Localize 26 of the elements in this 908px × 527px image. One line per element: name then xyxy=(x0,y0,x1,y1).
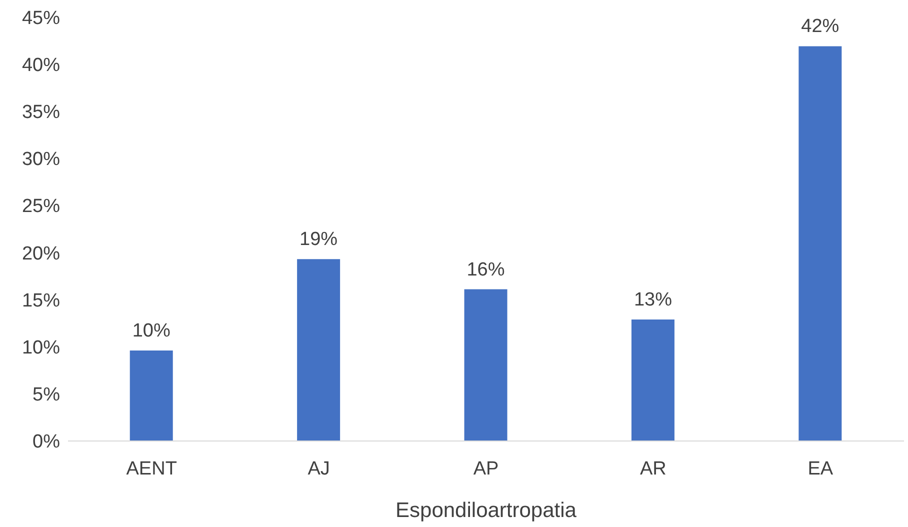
y-tick-label: 5% xyxy=(32,384,60,406)
data-label: 42% xyxy=(801,16,840,38)
data-label: 16% xyxy=(466,259,505,280)
y-tick-label: 35% xyxy=(22,102,60,123)
x-tick-label: EA xyxy=(808,458,834,480)
bar xyxy=(798,46,842,441)
bar xyxy=(297,259,340,441)
y-tick-label: 15% xyxy=(22,290,60,312)
y-tick-label: 10% xyxy=(22,338,60,359)
bar xyxy=(631,319,674,441)
bar xyxy=(464,289,508,441)
x-tick-label: AR xyxy=(640,458,666,480)
x-tick-label: AENT xyxy=(126,458,178,480)
data-label: 19% xyxy=(300,229,338,250)
data-label: 10% xyxy=(132,320,170,342)
data-label: 13% xyxy=(634,289,672,310)
x-axis-title: Espondiloartropatia xyxy=(396,499,577,522)
y-tick-label: 40% xyxy=(22,54,60,76)
y-tick-label: 0% xyxy=(32,432,60,453)
y-tick-label: 30% xyxy=(22,149,60,170)
x-tick-label: AJ xyxy=(308,458,330,480)
y-tick-label: 25% xyxy=(22,196,60,218)
x-tick-label: AP xyxy=(473,458,499,480)
y-tick-label: 20% xyxy=(22,243,60,264)
y-tick-label: 45% xyxy=(22,8,60,29)
bar xyxy=(130,350,173,441)
